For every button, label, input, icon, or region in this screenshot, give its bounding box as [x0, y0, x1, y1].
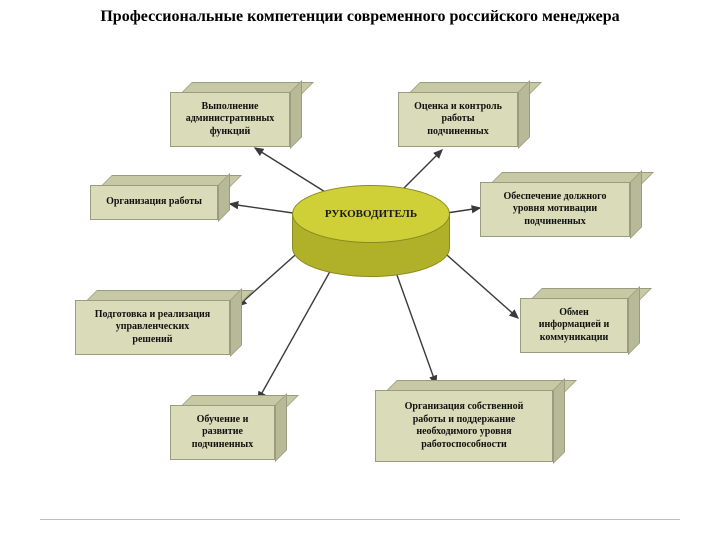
box-label: Обучение и развитие подчиненных [192, 414, 253, 452]
box-front: Подготовка и реализация управленческих р… [75, 300, 230, 355]
box-side [628, 286, 640, 355]
box-side [275, 393, 287, 462]
box-front: Обеспечение должного уровня мотивации по… [480, 182, 630, 237]
box-label: Обмен информацией и коммуникации [539, 307, 610, 345]
box-side [630, 170, 642, 239]
center-node: РУКОВОДИТЕЛЬ [292, 185, 448, 275]
box-front: Оценка и контроль работы подчиненных [398, 92, 518, 147]
box-side [518, 80, 530, 149]
box-side [290, 80, 302, 149]
box-front: Обучение и развитие подчиненных [170, 405, 275, 460]
box-assess: Оценка и контроль работы подчиненных [398, 82, 528, 147]
box-front: Организация собственной работы и поддерж… [375, 390, 553, 462]
center-label: РУКОВОДИТЕЛЬ [325, 208, 417, 220]
box-label: Обеспечение должного уровня мотивации по… [504, 191, 607, 229]
box-self: Организация собственной работы и поддерж… [375, 380, 563, 462]
box-label: Подготовка и реализация управленческих р… [95, 309, 210, 347]
box-decisions: Подготовка и реализация управленческих р… [75, 290, 240, 355]
arrow-org [230, 204, 300, 214]
box-motiv: Обеспечение должного уровня мотивации по… [480, 172, 640, 237]
box-train: Обучение и развитие подчиненных [170, 395, 285, 460]
footer-divider [40, 519, 680, 520]
box-front: Организация работы [90, 185, 218, 220]
box-label: Организация работы [106, 196, 202, 209]
page-title: Профессиональные компетенции современног… [0, 8, 720, 26]
box-label: Оценка и контроль работы подчиненных [414, 101, 502, 139]
box-side [553, 378, 565, 464]
box-front: Выполнение административных функций [170, 92, 290, 147]
box-comm: Обмен информацией и коммуникации [520, 288, 638, 353]
box-front: Обмен информацией и коммуникации [520, 298, 628, 353]
box-label: Выполнение административных функций [186, 101, 275, 139]
center-front-oval: РУКОВОДИТЕЛЬ [292, 185, 450, 243]
box-label: Организация собственной работы и поддерж… [405, 401, 524, 451]
box-admin: Выполнение административных функций [170, 82, 300, 147]
box-org: Организация работы [90, 175, 228, 220]
box-side [230, 288, 242, 357]
diagram-stage: Профессиональные компетенции современног… [0, 0, 720, 540]
